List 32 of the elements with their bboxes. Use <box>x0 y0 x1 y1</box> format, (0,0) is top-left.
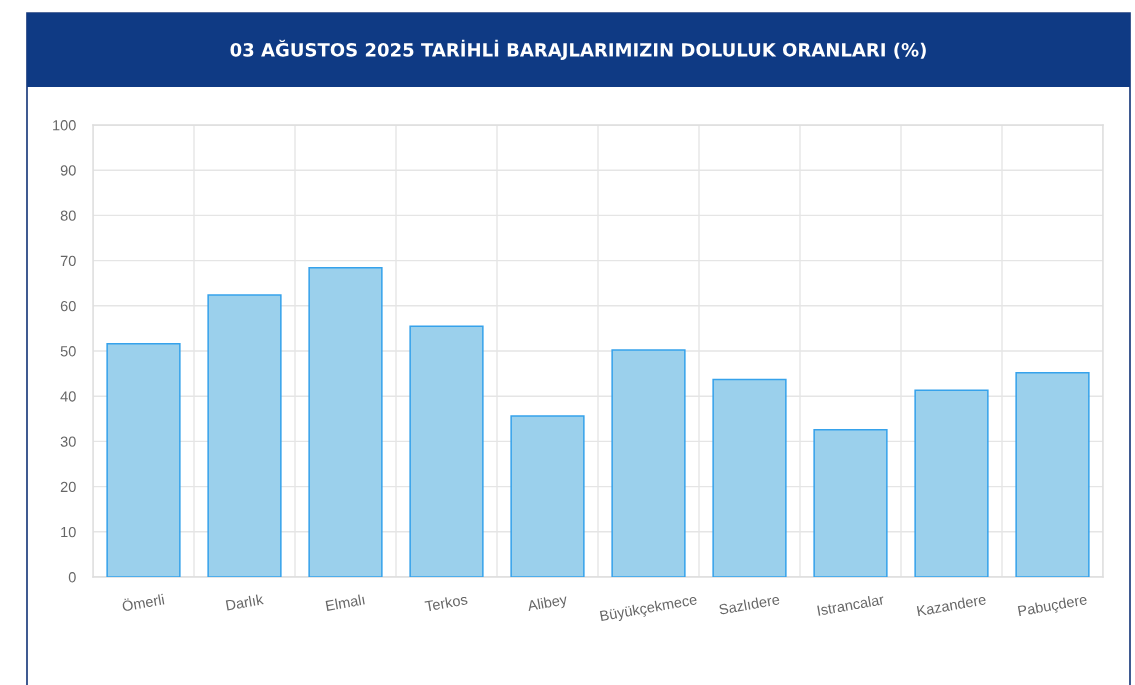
y-tick-label: 20 <box>60 481 76 493</box>
x-tick-label: Elmalı <box>325 593 365 612</box>
y-tick-label: 10 <box>61 526 76 538</box>
bar <box>308 267 383 577</box>
x-tick-label: Ömerli <box>121 592 165 612</box>
bar <box>409 325 484 577</box>
y-tick-label: 0 <box>68 572 76 583</box>
y-tick-label: 90 <box>60 165 76 176</box>
y-tick-label: 60 <box>60 300 76 312</box>
x-tick-label: Sazlıdere <box>718 593 780 615</box>
x-tick-label: Terkos <box>424 593 468 612</box>
bar <box>914 389 989 577</box>
x-tick-label: Kazandere <box>916 593 987 617</box>
y-tick-label: 70 <box>60 255 76 267</box>
bar <box>813 428 888 577</box>
bar <box>712 378 787 577</box>
chart-title: 03 AĞUSTOS 2025 TARİHLİ BARAJLARIMIZIN DOLULUK ORANLARI (%) <box>230 39 926 61</box>
bar <box>611 349 686 577</box>
y-tick-label: 100 <box>53 120 76 131</box>
bar <box>207 294 282 577</box>
y-tick-label: 40 <box>60 391 76 402</box>
x-tick-label: Darlık <box>225 593 264 611</box>
x-tick-label: Istrancalar <box>817 593 885 616</box>
x-tick-label: Büyükçekmece <box>599 593 698 625</box>
bar <box>106 343 181 577</box>
bar <box>1015 371 1090 577</box>
y-tick-label: 30 <box>60 436 76 447</box>
y-tick-label: 50 <box>60 346 76 357</box>
y-tick-label: 80 <box>60 210 76 221</box>
x-tick-label: Alibey <box>526 593 569 614</box>
bar <box>510 415 585 577</box>
x-tick-label: Pabuçdere <box>1017 593 1088 620</box>
